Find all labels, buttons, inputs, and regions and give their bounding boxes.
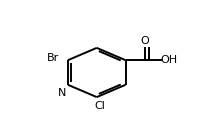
Text: N: N <box>57 88 66 98</box>
Text: Cl: Cl <box>94 101 105 111</box>
Text: Br: Br <box>47 53 59 63</box>
Text: OH: OH <box>160 55 177 65</box>
Text: O: O <box>140 36 149 46</box>
